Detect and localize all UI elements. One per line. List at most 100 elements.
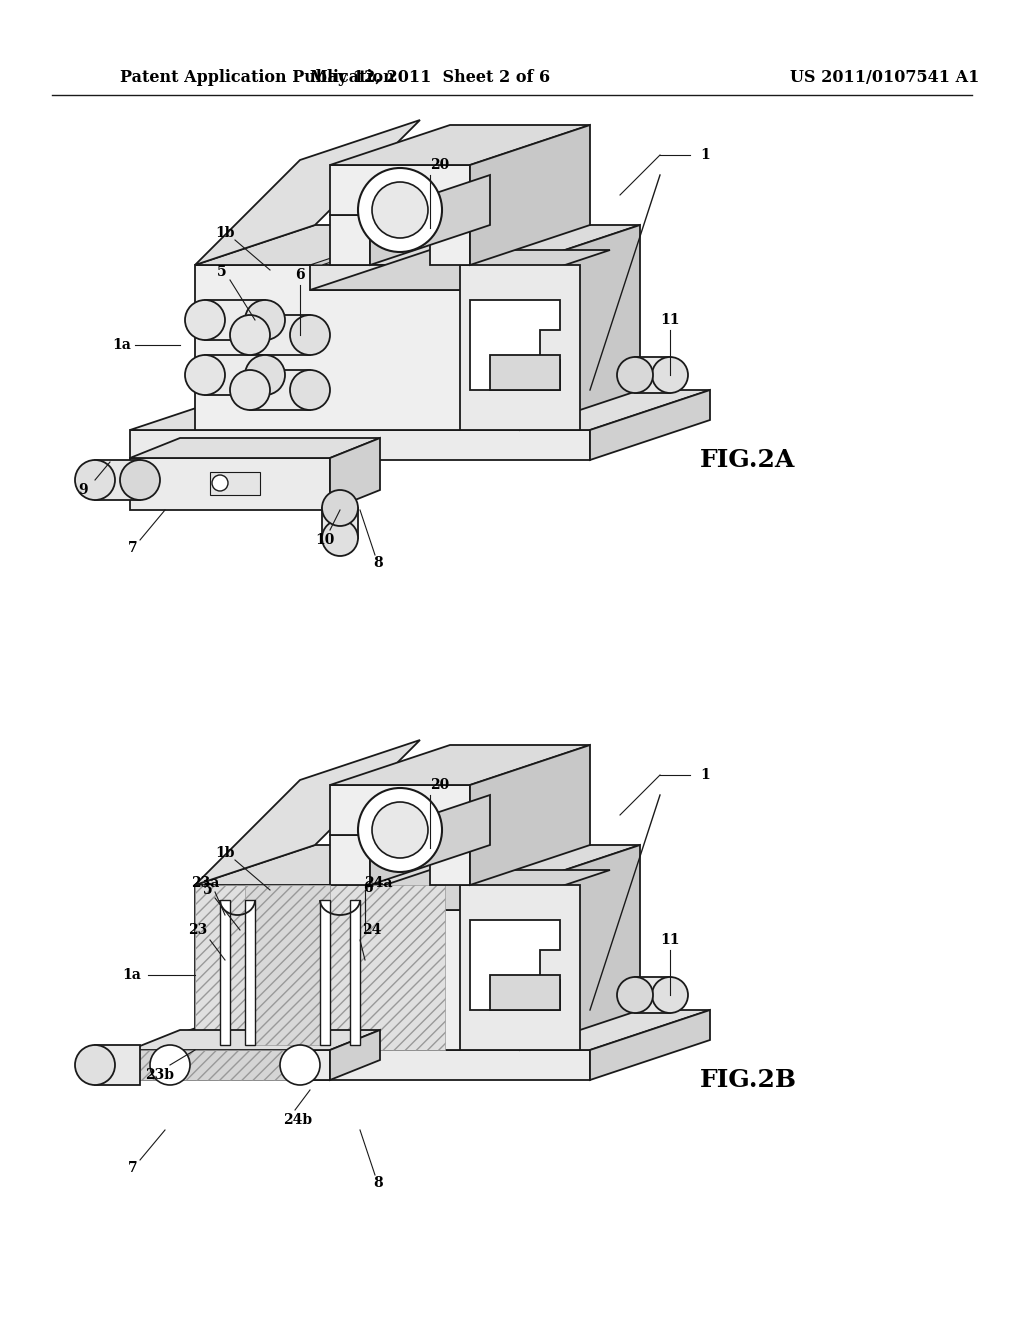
Text: 23: 23 bbox=[188, 923, 208, 937]
Polygon shape bbox=[330, 215, 370, 265]
Polygon shape bbox=[310, 249, 610, 290]
Polygon shape bbox=[140, 1049, 310, 1080]
Polygon shape bbox=[319, 900, 330, 1045]
Ellipse shape bbox=[185, 300, 225, 341]
Ellipse shape bbox=[652, 356, 688, 393]
Polygon shape bbox=[130, 1030, 380, 1049]
Text: Patent Application Publication: Patent Application Publication bbox=[120, 70, 394, 87]
Polygon shape bbox=[250, 370, 310, 411]
Polygon shape bbox=[130, 458, 330, 510]
Text: 24: 24 bbox=[362, 923, 382, 937]
Polygon shape bbox=[130, 438, 380, 458]
Polygon shape bbox=[310, 870, 610, 909]
Ellipse shape bbox=[358, 788, 442, 873]
Text: 9: 9 bbox=[79, 483, 88, 498]
Polygon shape bbox=[210, 473, 260, 495]
Text: May 12, 2011  Sheet 2 of 6: May 12, 2011 Sheet 2 of 6 bbox=[310, 70, 550, 87]
Text: US 2011/0107541 A1: US 2011/0107541 A1 bbox=[790, 70, 979, 87]
Polygon shape bbox=[470, 920, 560, 1010]
Text: FIG.2A: FIG.2A bbox=[700, 447, 796, 473]
Polygon shape bbox=[470, 744, 590, 884]
Polygon shape bbox=[195, 845, 640, 884]
Ellipse shape bbox=[372, 182, 428, 238]
Ellipse shape bbox=[75, 459, 115, 500]
Polygon shape bbox=[130, 1049, 590, 1080]
Ellipse shape bbox=[652, 977, 688, 1012]
Polygon shape bbox=[245, 884, 330, 1045]
Polygon shape bbox=[330, 836, 370, 884]
Text: 8: 8 bbox=[373, 1176, 383, 1191]
Text: 1b: 1b bbox=[215, 226, 234, 240]
Polygon shape bbox=[250, 315, 310, 355]
Ellipse shape bbox=[212, 475, 228, 491]
Polygon shape bbox=[322, 508, 358, 539]
Polygon shape bbox=[345, 224, 477, 265]
Polygon shape bbox=[310, 884, 490, 909]
Polygon shape bbox=[490, 355, 560, 389]
Ellipse shape bbox=[120, 459, 160, 500]
Polygon shape bbox=[590, 389, 710, 459]
Polygon shape bbox=[470, 300, 560, 389]
Text: 1a: 1a bbox=[123, 968, 141, 982]
Text: 7: 7 bbox=[128, 541, 138, 554]
Ellipse shape bbox=[185, 355, 225, 395]
Ellipse shape bbox=[358, 168, 442, 252]
Polygon shape bbox=[130, 430, 590, 459]
Text: 23b: 23b bbox=[145, 1068, 174, 1082]
Polygon shape bbox=[330, 438, 380, 510]
Text: 23a: 23a bbox=[190, 876, 219, 890]
Polygon shape bbox=[430, 215, 470, 265]
Polygon shape bbox=[590, 1010, 710, 1080]
Text: 8: 8 bbox=[373, 556, 383, 570]
Polygon shape bbox=[460, 884, 580, 1049]
Polygon shape bbox=[330, 1030, 380, 1080]
Text: 6: 6 bbox=[295, 268, 305, 282]
Polygon shape bbox=[95, 1045, 140, 1085]
Text: 24a: 24a bbox=[364, 876, 392, 890]
Polygon shape bbox=[470, 125, 590, 265]
Polygon shape bbox=[310, 224, 442, 265]
Ellipse shape bbox=[245, 355, 285, 395]
Text: 5: 5 bbox=[217, 265, 226, 279]
Text: 11: 11 bbox=[660, 933, 680, 946]
Text: 1a: 1a bbox=[113, 338, 131, 352]
Polygon shape bbox=[195, 884, 520, 1049]
Polygon shape bbox=[520, 224, 640, 430]
Polygon shape bbox=[205, 355, 265, 395]
Polygon shape bbox=[205, 300, 265, 341]
Text: 24b: 24b bbox=[284, 1113, 312, 1127]
Polygon shape bbox=[370, 176, 490, 265]
Polygon shape bbox=[520, 845, 640, 1049]
Text: 5: 5 bbox=[203, 883, 213, 898]
Ellipse shape bbox=[617, 356, 653, 393]
Ellipse shape bbox=[230, 315, 270, 355]
Polygon shape bbox=[95, 459, 140, 500]
Polygon shape bbox=[245, 900, 255, 1045]
Ellipse shape bbox=[245, 300, 285, 341]
Text: 20: 20 bbox=[430, 158, 450, 172]
Polygon shape bbox=[430, 836, 470, 884]
Text: 11: 11 bbox=[660, 313, 680, 327]
Polygon shape bbox=[330, 785, 470, 836]
Polygon shape bbox=[460, 265, 580, 430]
Text: FIG.2B: FIG.2B bbox=[700, 1068, 797, 1092]
Ellipse shape bbox=[230, 370, 270, 411]
Polygon shape bbox=[635, 977, 670, 1012]
Polygon shape bbox=[330, 125, 590, 165]
Polygon shape bbox=[195, 884, 445, 1049]
Polygon shape bbox=[195, 120, 420, 265]
Polygon shape bbox=[370, 795, 490, 884]
Polygon shape bbox=[195, 224, 640, 265]
Polygon shape bbox=[195, 265, 520, 430]
Ellipse shape bbox=[322, 490, 358, 525]
Polygon shape bbox=[130, 389, 710, 430]
Ellipse shape bbox=[290, 315, 330, 355]
Ellipse shape bbox=[75, 1045, 115, 1085]
Polygon shape bbox=[130, 1049, 330, 1080]
Polygon shape bbox=[635, 356, 670, 393]
Polygon shape bbox=[490, 975, 560, 1010]
Polygon shape bbox=[310, 265, 490, 290]
Text: 7: 7 bbox=[128, 1162, 138, 1175]
Polygon shape bbox=[195, 741, 420, 884]
Ellipse shape bbox=[280, 1045, 319, 1085]
